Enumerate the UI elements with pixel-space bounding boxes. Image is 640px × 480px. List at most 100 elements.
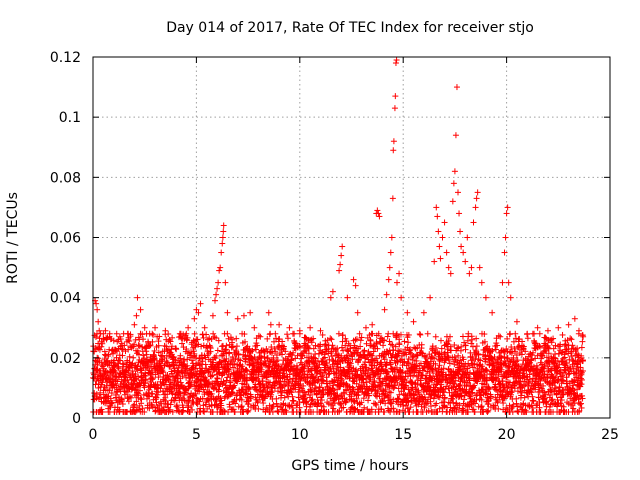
- data-point: [380, 342, 387, 349]
- data-point: [223, 342, 230, 349]
- data-point: [281, 394, 288, 401]
- data-point: [438, 345, 445, 352]
- data-point: [219, 240, 226, 247]
- data-point: [507, 330, 514, 337]
- data-point: [226, 368, 233, 375]
- data-point: [146, 342, 153, 349]
- data-point: [135, 390, 142, 397]
- data-point: [112, 369, 119, 376]
- data-point: [192, 390, 199, 397]
- data-point: [241, 338, 248, 345]
- data-point: [200, 386, 207, 393]
- data-point: [276, 335, 283, 342]
- data-point: [227, 372, 234, 379]
- data-point: [121, 342, 128, 349]
- data-point: [253, 396, 260, 403]
- data-point: [141, 324, 148, 331]
- data-point: [214, 403, 221, 410]
- data-point: [99, 340, 106, 347]
- data-point: [162, 327, 169, 334]
- y-tick-label: 0.12: [50, 50, 81, 66]
- data-point: [149, 330, 156, 337]
- data-point: [441, 219, 448, 226]
- data-point: [483, 390, 490, 397]
- data-point: [229, 336, 236, 343]
- data-point: [273, 400, 280, 407]
- y-axis-label: ROTI / TECUs: [5, 192, 21, 284]
- data-point: [215, 337, 222, 344]
- data-point: [405, 339, 412, 346]
- data-point: [191, 315, 198, 322]
- data-point: [352, 282, 359, 289]
- data-point: [344, 294, 351, 301]
- data-point: [478, 279, 485, 286]
- data-point: [188, 402, 195, 409]
- data-point: [230, 364, 237, 371]
- data-point: [255, 332, 262, 339]
- data-point: [284, 335, 291, 342]
- data-point: [578, 344, 585, 351]
- data-point: [201, 408, 208, 415]
- data-point: [533, 362, 540, 369]
- data-point: [169, 390, 176, 397]
- data-point: [458, 243, 465, 250]
- data-point: [393, 279, 400, 286]
- data-point: [239, 386, 246, 393]
- data-point: [103, 368, 110, 375]
- data-point: [217, 264, 224, 271]
- data-point: [223, 355, 230, 362]
- data-point: [233, 396, 240, 403]
- data-point: [455, 189, 462, 196]
- data-point: [133, 398, 140, 405]
- data-point: [154, 381, 161, 388]
- data-point: [354, 309, 361, 316]
- data-point: [128, 394, 135, 401]
- data-point: [177, 390, 184, 397]
- x-tick-label: 0: [89, 427, 98, 443]
- data-point: [381, 408, 388, 415]
- data-point: [149, 376, 156, 383]
- data-point: [246, 385, 253, 392]
- data-point: [245, 407, 252, 414]
- data-point: [163, 343, 170, 350]
- data-point: [149, 367, 156, 374]
- data-point: [247, 309, 254, 316]
- data-point: [245, 384, 252, 391]
- data-point: [559, 331, 566, 338]
- data-point: [296, 327, 303, 334]
- data-point: [391, 105, 398, 112]
- data-point: [269, 408, 276, 415]
- data-point: [268, 350, 275, 357]
- data-point: [95, 318, 102, 325]
- data-point: [273, 335, 280, 342]
- data-point: [139, 405, 146, 412]
- data-point: [410, 318, 417, 325]
- data-point: [155, 374, 162, 381]
- data-point: [238, 403, 245, 410]
- data-point: [218, 402, 225, 409]
- x-tick-label: 25: [601, 427, 619, 443]
- data-point: [223, 377, 230, 384]
- data-point: [453, 84, 460, 91]
- data-point: [156, 333, 163, 340]
- data-point: [452, 132, 459, 139]
- data-point: [260, 347, 267, 354]
- data-point: [136, 387, 143, 394]
- data-point: [338, 252, 345, 259]
- data-point: [177, 352, 184, 359]
- data-point: [138, 396, 145, 403]
- data-point: [372, 400, 379, 407]
- data-point: [96, 346, 103, 353]
- data-point: [151, 355, 158, 362]
- data-point: [121, 391, 128, 398]
- data-point: [214, 347, 221, 354]
- data-point: [230, 406, 237, 413]
- data-point: [131, 341, 138, 348]
- data-point: [234, 315, 241, 322]
- data-point: [110, 337, 117, 344]
- data-point: [203, 343, 210, 350]
- data-point: [468, 264, 475, 271]
- data-point: [390, 147, 397, 154]
- data-point: [308, 397, 315, 404]
- data-point: [416, 331, 423, 338]
